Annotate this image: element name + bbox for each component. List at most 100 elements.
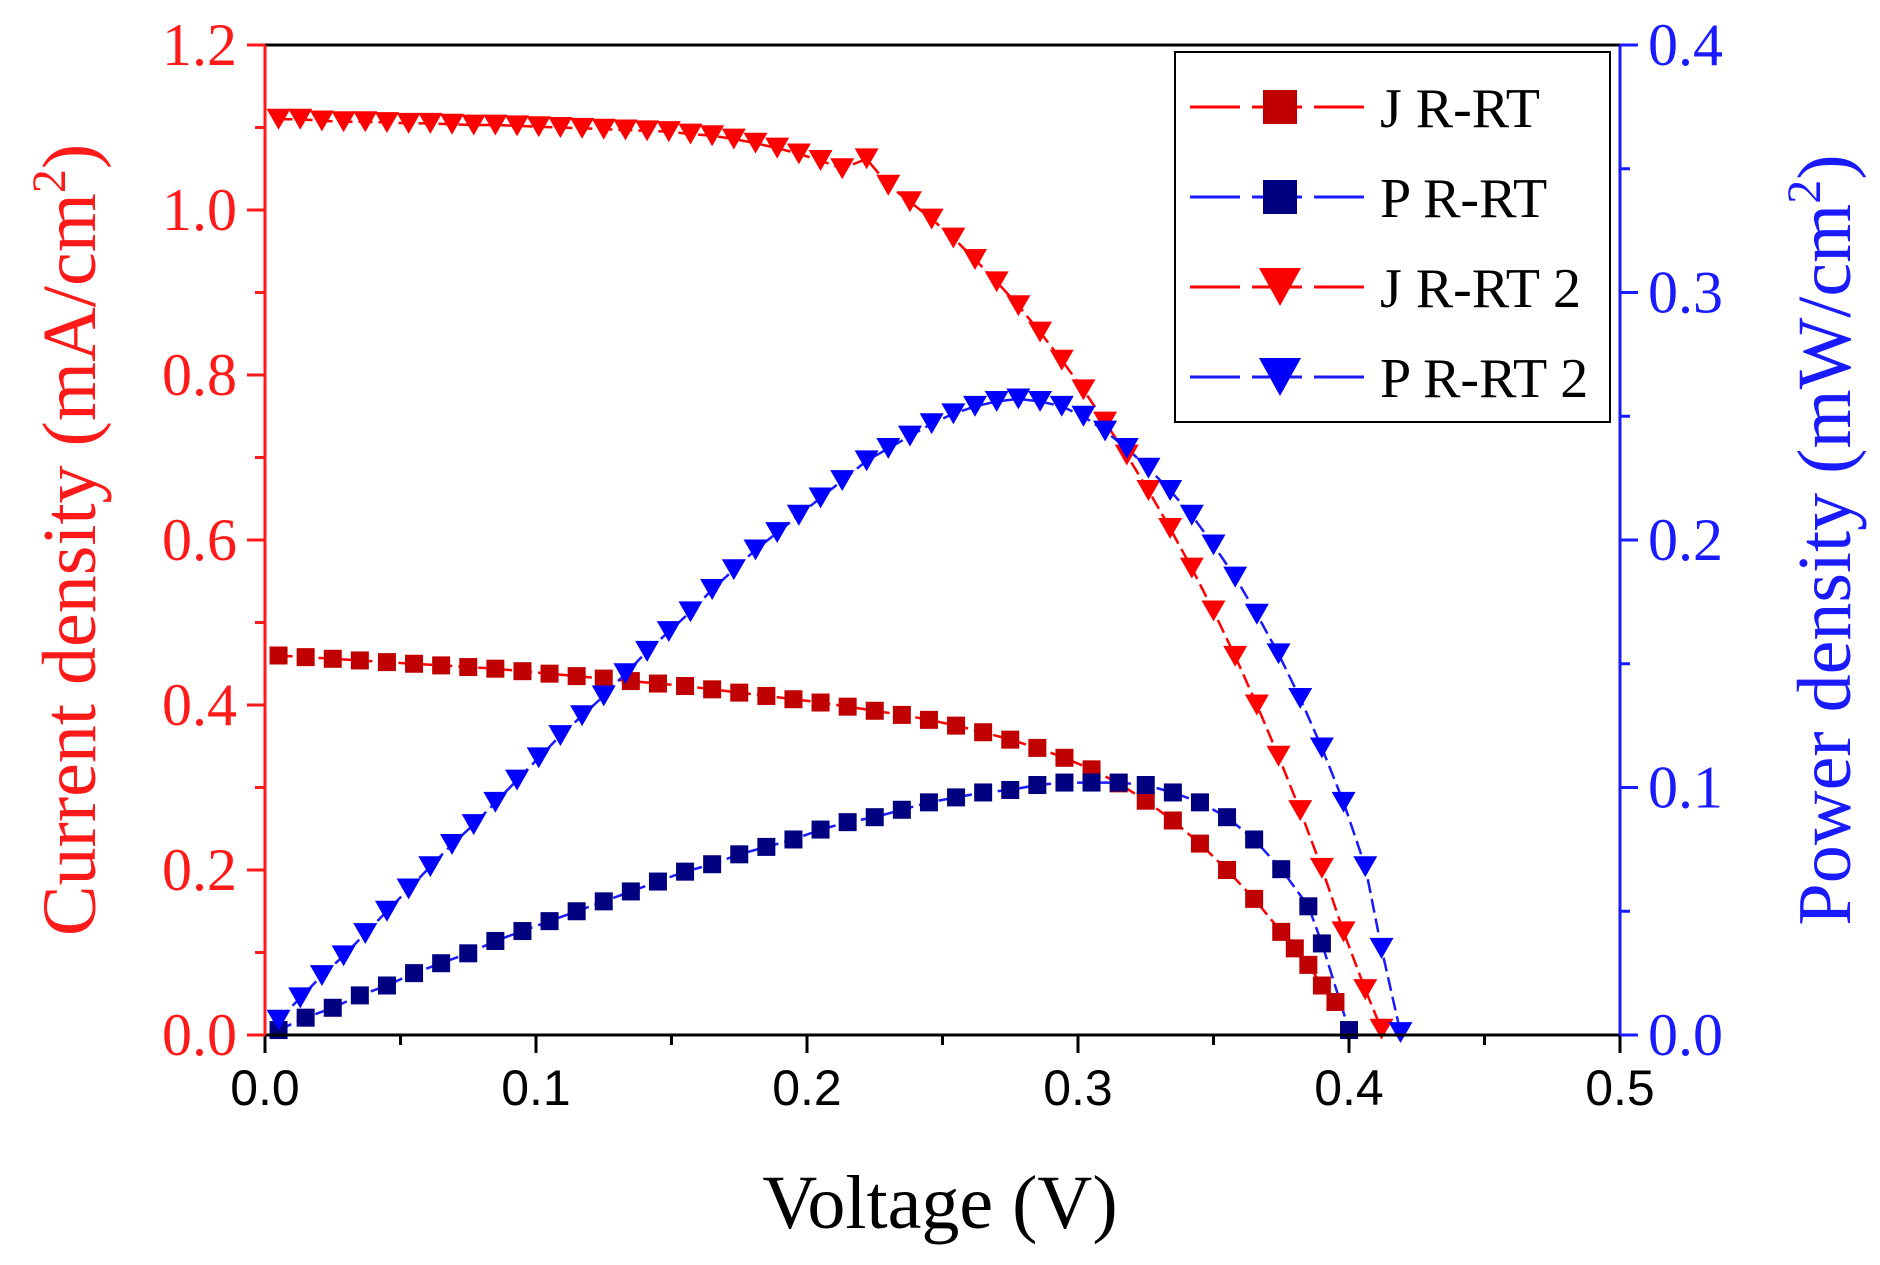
series-1-point <box>1001 780 1020 799</box>
series-1-point <box>1136 776 1155 795</box>
series-2-point <box>1006 295 1031 317</box>
series-0-point <box>405 654 424 673</box>
series-3-point <box>288 987 313 1009</box>
legend-box <box>1174 51 1611 423</box>
series-0-point <box>459 658 478 677</box>
series-1-point <box>513 922 532 941</box>
series-1-point <box>1245 830 1264 849</box>
series-2-point <box>483 114 508 136</box>
series-2-point <box>1223 645 1248 667</box>
x-tick-label: 0.5 <box>1585 1060 1655 1116</box>
series-3-point <box>1201 534 1226 556</box>
series-3-point <box>353 923 378 944</box>
series-0-point <box>947 716 966 735</box>
x-tick-label: 0.1 <box>501 1060 571 1116</box>
series-2-point <box>548 117 573 138</box>
series-3-point <box>1049 395 1074 417</box>
series-2-point <box>1179 557 1204 579</box>
y-right-tick-label: 0.2 <box>1648 507 1723 573</box>
series-2-point <box>830 158 855 180</box>
series-3-point <box>1266 643 1291 665</box>
x-tick-label: 0.3 <box>1043 1060 1113 1116</box>
series-3-point <box>1331 791 1356 813</box>
series-0-point <box>811 693 830 712</box>
series-2-point <box>461 114 486 136</box>
series-2-point <box>876 174 901 196</box>
series-1-point <box>350 986 369 1005</box>
series-3-point <box>1223 566 1248 588</box>
x-tick-label: 0.4 <box>1314 1060 1384 1116</box>
series-0-point <box>1272 922 1291 941</box>
series-1-point <box>296 1008 315 1027</box>
series-0-point <box>784 690 803 709</box>
series-3-point <box>635 640 660 662</box>
series-2-point <box>374 112 399 133</box>
y-right-tick-label: 0.4 <box>1648 12 1723 78</box>
series-1-point <box>567 902 586 921</box>
y-right-tick-label: 0.1 <box>1648 755 1723 821</box>
series-2-point <box>396 112 421 134</box>
series-2-point <box>941 227 966 249</box>
legend-label-2: J R-RT 2 <box>1380 258 1581 320</box>
series-2-point <box>743 132 768 154</box>
series-2-point <box>439 113 464 135</box>
series-2-point <box>1353 979 1378 1001</box>
series-0-point <box>1245 889 1264 908</box>
series-2-point <box>963 249 988 270</box>
series-3-point <box>1136 457 1161 479</box>
y-left-tick-label: 0.4 <box>162 672 237 738</box>
series-0-point <box>350 651 369 670</box>
series-2-point <box>591 118 616 140</box>
series-2-point <box>505 115 530 137</box>
series-3-point <box>309 965 334 987</box>
series-2-point <box>721 128 746 150</box>
series-1-point <box>757 837 776 856</box>
series-3-point <box>1028 390 1053 412</box>
legend-marker-0 <box>1263 90 1297 124</box>
y-right-tick-label: 0.3 <box>1648 260 1723 326</box>
series-0-point <box>594 669 613 688</box>
series-3-point <box>1288 687 1313 709</box>
series-1-point <box>432 954 451 973</box>
y-left-tick-label: 1.2 <box>162 12 237 78</box>
series-0-point <box>1163 811 1182 830</box>
series-2-point <box>418 112 443 134</box>
series-3-point <box>1388 1022 1413 1043</box>
series-3-point <box>765 522 790 544</box>
series-1-point <box>1082 773 1101 792</box>
series-2-point <box>700 125 725 147</box>
series-0-point <box>1218 861 1237 879</box>
series-0-point <box>1001 730 1020 749</box>
series-2-point <box>613 119 638 141</box>
y-axis-title-right: Power density (mW/cm2) <box>1778 154 1867 925</box>
y-axis-title-left-close: ) <box>28 144 112 169</box>
series-1-point <box>730 845 749 864</box>
series-0-point <box>540 664 559 683</box>
series-1-point <box>703 855 722 874</box>
series-2-point <box>266 108 291 130</box>
series-3-point <box>854 450 879 472</box>
series-3-point <box>919 413 944 435</box>
series-0-point <box>513 662 532 681</box>
series-0-point <box>703 680 722 699</box>
series-0-point <box>757 686 776 705</box>
series-1-point <box>540 912 559 931</box>
series-line-3 <box>277 397 1402 1033</box>
series-0-point <box>730 683 749 702</box>
series-1-point <box>1312 934 1331 953</box>
series-3-point <box>266 1009 291 1031</box>
legend-marker-3 <box>1259 358 1301 396</box>
series-0-point <box>1190 834 1209 853</box>
series-2-point <box>353 111 378 133</box>
series-3-point <box>1353 856 1378 878</box>
series-1-point <box>919 793 938 812</box>
series-0-point <box>648 674 667 693</box>
series-3-point <box>396 878 421 900</box>
series-1-point <box>621 882 640 901</box>
series-2-point <box>570 117 595 139</box>
x-axis-title: Voltage (V) <box>762 1161 1117 1245</box>
series-0-point <box>567 667 586 686</box>
legend-marker-1 <box>1263 180 1297 214</box>
plot-area <box>266 108 1413 1043</box>
